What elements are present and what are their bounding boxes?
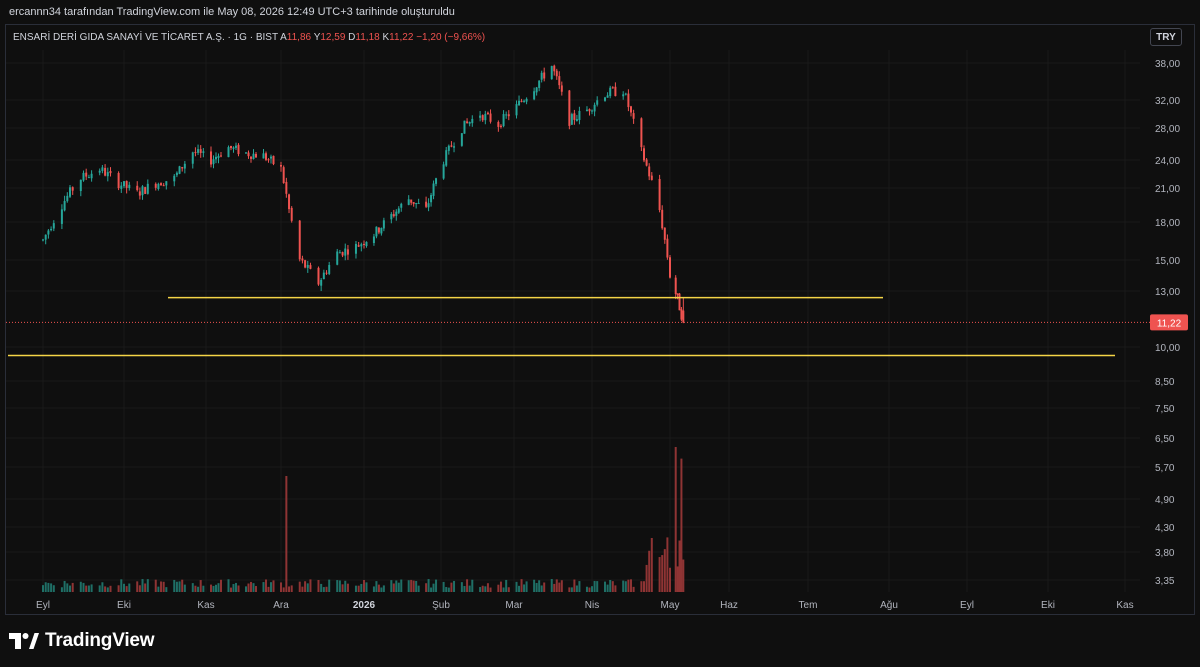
- currency-button[interactable]: TRY: [1150, 28, 1182, 46]
- tradingview-logo[interactable]: TradingView: [9, 630, 155, 652]
- attribution-text: ercannn34 tarafından TradingView.com ile…: [9, 6, 455, 18]
- attribution-bar: ercannn34 tarafından TradingView.com ile…: [0, 0, 1200, 24]
- footer: [0, 616, 1200, 667]
- tradingview-logo-icon: [9, 633, 39, 649]
- brand-name: TradingView: [45, 630, 155, 651]
- chart-frame[interactable]: [5, 24, 1195, 615]
